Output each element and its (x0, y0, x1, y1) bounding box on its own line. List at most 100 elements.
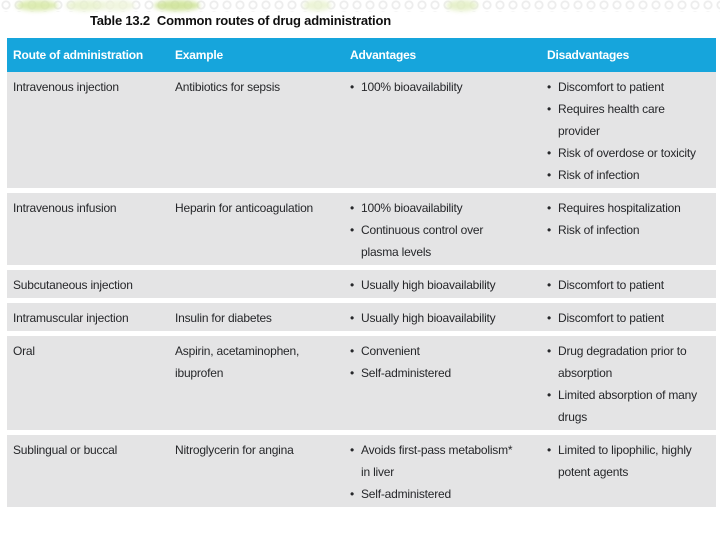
bullet-icon: • (350, 223, 355, 237)
bullet-text: Limited to lipophilic, highly potent age… (558, 443, 692, 479)
column-header-example: Example (175, 48, 223, 62)
bullet-icon: • (547, 311, 552, 325)
decorative-leaf-blob (446, 0, 478, 11)
bullet-item: • Discomfort to patient (547, 307, 716, 329)
bullet-text: Self-administered (361, 366, 451, 380)
table-body: Intravenous injection Antibiotics for se… (7, 72, 716, 507)
bullet-icon: • (350, 201, 355, 215)
cell-advantages: • Usually high bioavailability (344, 307, 541, 329)
bullet-text: Convenient (361, 344, 420, 358)
bullet-item: • Risk of overdose or toxicity (547, 142, 716, 164)
bullet-item: • Risk of infection (547, 164, 716, 186)
decorative-leaf-blob (99, 0, 135, 11)
bullet-text: Avoids first-pass metabolism* in liver (361, 443, 513, 479)
table-number: Table 13.2 (90, 13, 150, 28)
bullet-icon: • (547, 443, 552, 457)
bullet-item: • Discomfort to patient (547, 274, 716, 296)
bullet-icon: • (547, 102, 552, 116)
cell-advantages: • Convenient • Self-administered (344, 340, 541, 428)
bullet-text: Continuous control over plasma levels (361, 223, 484, 259)
bullet-text: Usually high bioavailability (361, 311, 496, 325)
cell-route: Subcutaneous injection (13, 278, 133, 292)
bullet-text: Self-administered (361, 487, 451, 501)
bullet-text: Discomfort to patient (558, 311, 664, 325)
bullet-text: 100% bioavailability (361, 80, 463, 94)
column-header-disadvantages: Disadvantages (547, 48, 630, 62)
bullet-icon: • (547, 146, 552, 160)
column-header-advantages: Advantages (350, 48, 417, 62)
cell-route: Intravenous infusion (13, 201, 117, 215)
cell-route: Intramuscular injection (13, 311, 129, 325)
bullet-item: • Usually high bioavailability (350, 274, 541, 296)
bullet-icon: • (547, 223, 552, 237)
cell-disadvantages: • Requires hospitalization • Risk of infect… (541, 197, 716, 263)
cell-route: Oral (13, 344, 35, 358)
bullet-item: • Requires hospitalization (547, 197, 716, 219)
cell-advantages: • 100% bioavailability • Continuous control… (344, 197, 541, 263)
cell-disadvantages: • Discomfort to patient (541, 307, 716, 329)
bullet-text: Limited absorption of many drugs (558, 388, 697, 424)
bullet-icon: • (547, 201, 552, 215)
bullet-item: • Risk of infection (547, 219, 716, 241)
decorative-leaf-blob (303, 0, 331, 11)
bullet-text: Discomfort to patient (558, 278, 664, 292)
bullet-text: Risk of infection (558, 223, 640, 237)
bullet-item: • 100% bioavailability (350, 76, 541, 98)
bullet-item: • Discomfort to patient (547, 76, 716, 98)
bullet-item: • Self-administered (350, 362, 541, 384)
bullet-icon: • (350, 344, 355, 358)
decorative-leaf-blob (154, 0, 200, 11)
bullet-text: Risk of overdose or toxicity (558, 146, 696, 160)
decorative-leaf-blob (66, 0, 106, 11)
bullet-text: Drug degradation prior to absorption (558, 344, 687, 380)
table-row: Intravenous injection Antibiotics for se… (7, 72, 716, 188)
cell-example: Antibiotics for sepsis (175, 80, 280, 94)
cell-disadvantages: • Discomfort to patient • Requires health c… (541, 76, 716, 186)
bullet-item: • Usually high bioavailability (350, 307, 541, 329)
bullet-icon: • (350, 311, 355, 325)
bullet-text: Usually high bioavailability (361, 278, 496, 292)
bullet-icon: • (547, 80, 552, 94)
bullet-icon: • (547, 168, 552, 182)
bullet-icon: • (350, 366, 355, 380)
cell-disadvantages: • Drug degradation prior to absorption • Li… (541, 340, 716, 428)
cell-example: Nitroglycerin for angina (175, 443, 294, 457)
bullet-icon: • (350, 443, 355, 457)
bullet-icon: • (350, 487, 355, 501)
cell-example: Insulin for diabetes (175, 311, 272, 325)
table-header-row: Route of administration Example Advantag… (7, 38, 716, 72)
table-row: Intramuscular injection Insulin for diab… (7, 303, 716, 331)
bullet-item: • Convenient (350, 340, 541, 362)
bullet-text: Discomfort to patient (558, 80, 664, 94)
bullet-item: • Drug degradation prior to absorption (547, 340, 716, 384)
drug-routes-table: Route of administration Example Advantag… (7, 38, 716, 512)
bullet-text: Requires health care provider (558, 102, 665, 138)
bullet-text: Risk of infection (558, 168, 640, 182)
cell-advantages: • Usually high bioavailability (344, 274, 541, 296)
cell-disadvantages: • Limited to lipophilic, highly potent ag… (541, 439, 716, 505)
bullet-icon: • (547, 388, 552, 402)
cell-route: Sublingual or buccal (13, 443, 118, 457)
background-pattern (0, 0, 720, 12)
cell-route: Intravenous injection (13, 80, 119, 94)
table-row: Oral Aspirin, acetaminophen, ibuprofen •… (7, 336, 716, 430)
bullet-icon: • (547, 278, 552, 292)
bullet-item: • 100% bioavailability (350, 197, 541, 219)
cell-disadvantages: • Discomfort to patient (541, 274, 716, 296)
cell-advantages: • Avoids first-pass metabolism* in liver •… (344, 439, 541, 505)
bullet-icon: • (547, 344, 552, 358)
bullet-item: • Requires health care provider (547, 98, 716, 142)
bullet-text: 100% bioavailability (361, 201, 463, 215)
table-title: Table 13.2 Common routes of drug administ… (90, 13, 391, 28)
column-header-route: Route of administration (13, 48, 144, 62)
cell-example (169, 274, 339, 296)
bullet-text: Requires hospitalization (558, 201, 681, 215)
bullet-icon: • (350, 80, 355, 94)
bullet-icon: • (350, 278, 355, 292)
bullet-item: • Self-administered (350, 483, 541, 505)
cell-example: Aspirin, acetaminophen, ibuprofen (175, 344, 300, 380)
bullet-item: • Continuous control over plasma levels (350, 219, 541, 263)
table-caption: Common routes of drug administration (156, 13, 391, 28)
table-row: Sublingual or buccal Nitroglycerin for a… (7, 435, 716, 507)
bullet-item: • Limited absorption of many drugs (547, 384, 716, 428)
